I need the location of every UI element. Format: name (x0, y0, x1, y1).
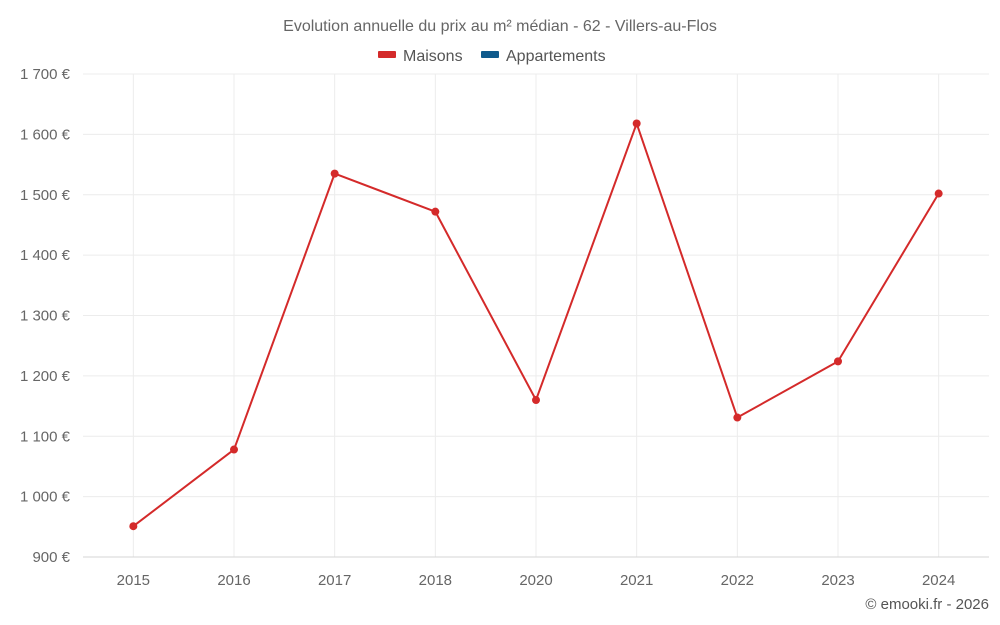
legend-swatch-maisons (378, 51, 396, 58)
data-point[interactable] (632, 119, 641, 128)
data-point[interactable] (733, 413, 742, 422)
chart-title: Evolution annuelle du prix au m² médian … (283, 18, 717, 35)
y-tick-label: 1 100 € (20, 428, 71, 445)
y-tick-label: 1 500 € (20, 187, 71, 204)
y-tick-label: 900 € (32, 549, 70, 566)
x-tick-label: 2017 (318, 572, 351, 589)
x-tick-label: 2021 (620, 572, 653, 589)
data-point[interactable] (431, 207, 440, 216)
y-tick-label: 1 200 € (20, 368, 71, 385)
x-tick-label: 2022 (721, 572, 754, 589)
x-tick-label: 2024 (922, 572, 955, 589)
x-axis: 2015 2016 2017 2018 2020 2021 2022 2023 2024 (83, 556, 989, 589)
y-tick-label: 1 300 € (20, 308, 71, 325)
legend-item-maisons[interactable]: Maisons (378, 48, 463, 65)
x-tick-label: 2020 (519, 572, 552, 589)
x-tick-label: 2016 (217, 572, 250, 589)
x-tick-label: 2023 (821, 572, 854, 589)
data-point[interactable] (934, 189, 943, 198)
data-point[interactable] (129, 522, 138, 531)
legend-swatch-appartements (481, 51, 499, 58)
legend: Maisons Appartements (378, 48, 606, 65)
y-tick-label: 1 000 € (20, 489, 71, 506)
y-tick-label: 1 600 € (20, 126, 71, 143)
x-tick-label: 2018 (419, 572, 452, 589)
x-tick-label: 2015 (117, 572, 150, 589)
series-maisons (129, 119, 943, 531)
y-axis: 900 € 1 000 € 1 100 € 1 200 € 1 300 € 1 400 €… (20, 66, 71, 566)
legend-label-appartements: Appartements (506, 48, 606, 65)
credit-text: © emooki.fr - 2026 (865, 596, 989, 613)
y-tick-label: 1 400 € (20, 247, 71, 264)
legend-item-appartements[interactable]: Appartements (481, 48, 606, 65)
data-point[interactable] (532, 396, 540, 405)
y-tick-label: 1 700 € (20, 66, 71, 83)
data-point[interactable] (834, 357, 842, 366)
gridlines (83, 73, 989, 558)
legend-label-maisons: Maisons (403, 48, 463, 65)
data-point[interactable] (330, 169, 339, 178)
data-point[interactable] (230, 445, 238, 454)
